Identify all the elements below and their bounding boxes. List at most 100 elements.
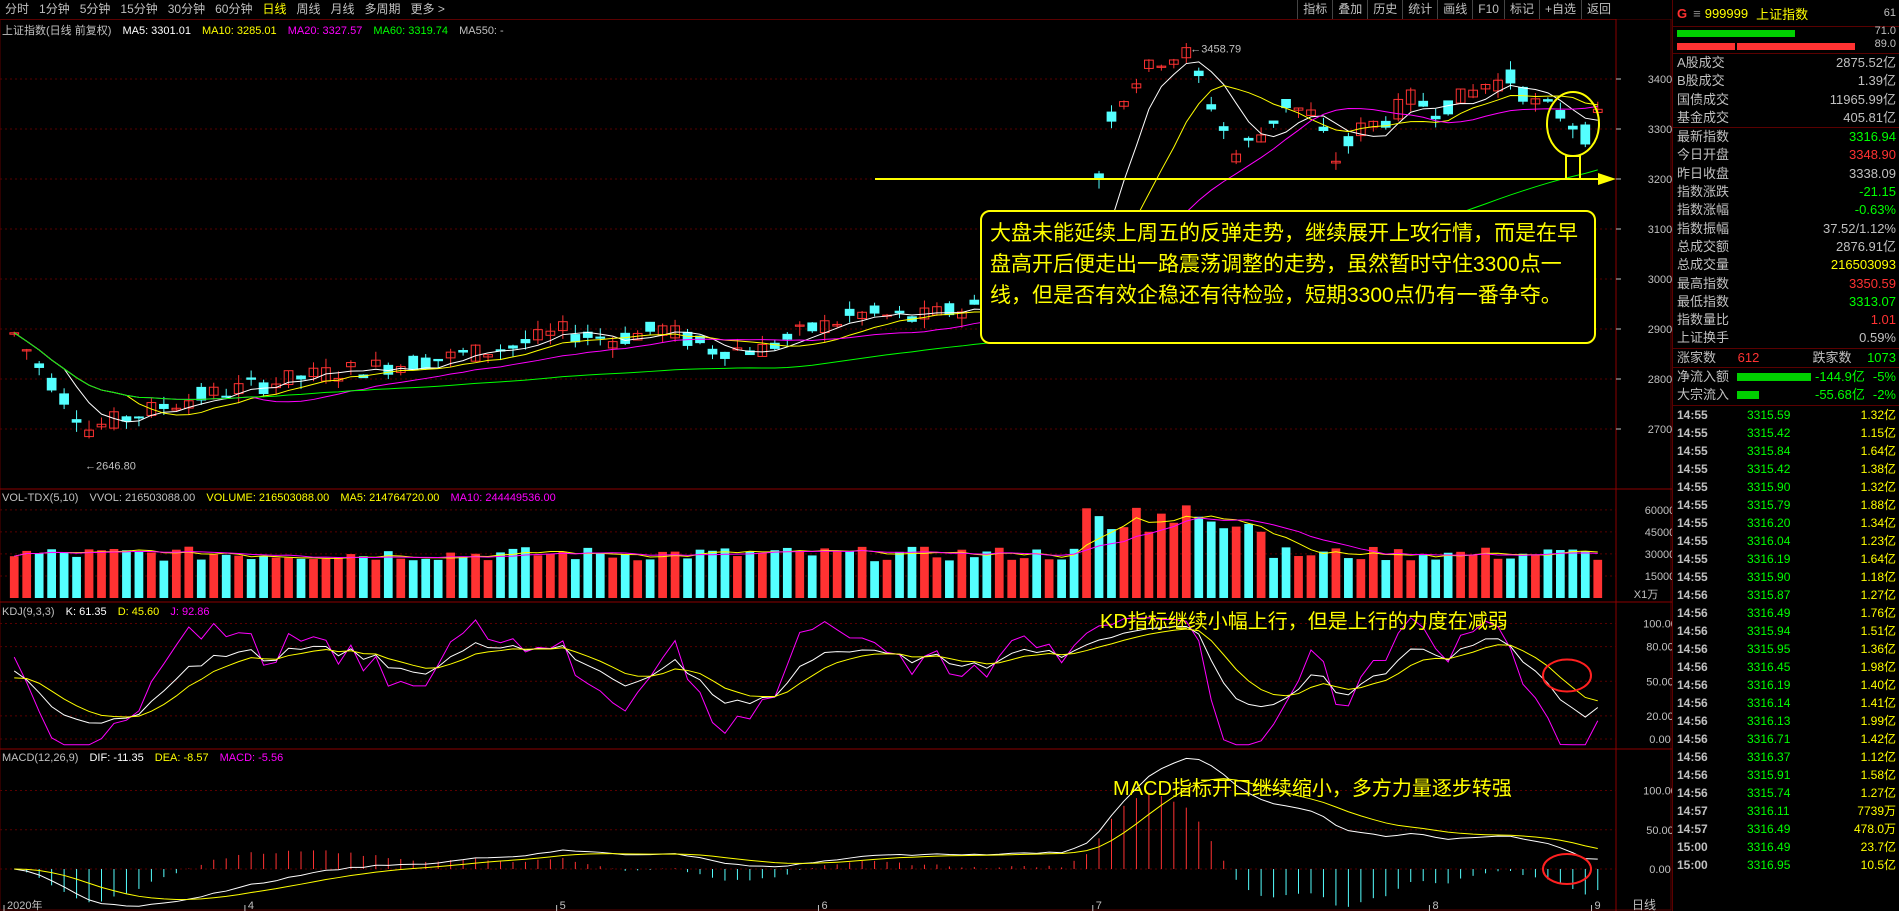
tick-price: 3316.19 [1747,677,1791,692]
tool-button-7[interactable]: +自选 [1538,0,1581,19]
timeframe-tab-1[interactable]: 1分钟 [39,2,70,16]
volume-bar [309,559,318,598]
volume-bar [782,547,792,598]
tick-row: 14:56 3316.45 1.98亿 [1673,658,1899,676]
candle-body [707,348,718,355]
tick-time: 14:56 [1677,767,1708,782]
tool-button-3[interactable]: 统计 [1402,0,1437,19]
tool-button-4[interactable]: 画线 [1437,0,1472,19]
volume-bar [1032,549,1042,598]
tool-button-2[interactable]: 历史 [1367,0,1402,19]
timeframe-tab-0[interactable]: 分时 [5,2,30,16]
tool-button-8[interactable]: 返回 [1580,0,1616,19]
candle-body [1530,98,1541,105]
pointer-stem [1565,155,1581,180]
quote-stats: A股成交 2875.52亿 B股成交 1.39亿 国债成交 11965.99亿 基金成交 40… [1673,53,1899,348]
ratio-bar-2: 89.0 [1673,38,1899,53]
volume-bar [845,550,855,598]
volume-bar [895,551,904,598]
volume-bar [1269,557,1278,598]
volume-bar [259,555,268,598]
timeframe-tab-7[interactable]: 周线 [296,2,321,16]
candle-body [844,308,855,316]
volume-bar [620,554,630,598]
volume-bar [122,550,131,598]
volume-bar [1057,559,1066,598]
tool-button-0[interactable]: 指标 [1297,0,1332,19]
tick-time: 14:56 [1677,605,1708,620]
tick-volume: 1.34亿 [1860,515,1896,530]
quote-key: 总成交额 [1677,238,1730,254]
tick-row: 14:56 3316.19 1.40亿 [1673,676,1899,694]
tick-volume: 1.99亿 [1860,713,1896,728]
candle-body [171,407,182,411]
volume-bar [795,550,805,598]
tool-button-1[interactable]: 叠加 [1332,0,1367,19]
candle-body [1343,136,1354,147]
corner-number: 61 [1883,7,1896,19]
timeframe-tab-10[interactable]: 更多 > [410,2,445,16]
tool-button-6[interactable]: 标记 [1503,0,1539,19]
ma10-label: MA10: 3285.01 [202,25,277,37]
timeframe-tab-3[interactable]: 15分钟 [120,2,158,16]
quote-value: 0.59% [1859,330,1896,346]
tick-time: 14:56 [1677,587,1708,602]
volume-ma20-line [14,517,1598,559]
market-badge: G [1677,5,1688,21]
candle-body [1281,99,1291,109]
candle-body [208,386,219,396]
timeframe-tab-2[interactable]: 5分钟 [79,2,111,16]
flow-key: 净流入额 [1677,369,1730,385]
quote-value: 3338.09 [1849,165,1896,181]
quote-row: 今日开盘 3348.90 [1673,146,1899,164]
volume-bar [645,559,655,598]
candle-body [296,375,306,380]
tick-volume: 23.7亿 [1860,839,1896,854]
menu-icon[interactable]: ≡ [1693,5,1701,21]
volume-bar [1406,560,1416,598]
price-tick-label: 3000 [1648,274,1672,286]
tick-price: 3316.04 [1747,533,1791,548]
kdj-j-line [13,617,1599,746]
timeframe-tab-8[interactable]: 月线 [330,2,355,16]
candle-body [308,367,319,378]
candle-body [1318,126,1329,132]
tick-volume: 1.15亿 [1860,425,1896,440]
volume-bar [221,554,231,598]
quote-value: 1.39亿 [1857,73,1896,89]
candle-body [1430,115,1441,120]
quote-key: 昨日收盘 [1677,165,1730,181]
tick-list[interactable]: 14:55 3315.59 1.32亿 14:55 3315.42 1.15亿 14:55 3… [1673,404,1899,874]
quote-row: 指数量比 1.01 [1673,311,1899,329]
timeframe-tab-5[interactable]: 60分钟 [215,2,253,16]
quote-row: 昨日收盘 3338.09 [1673,165,1899,183]
volume-bar [234,555,244,598]
candle-body [545,330,556,336]
tick-price: 3315.94 [1747,623,1791,638]
tool-button-5[interactable]: F10 [1472,0,1504,19]
tick-price: 3315.90 [1747,569,1791,584]
candle-body [1443,100,1454,115]
candle-body [183,400,194,409]
timeframe-tab-6[interactable]: 日线 [262,2,287,16]
tick-price: 3315.84 [1747,443,1791,458]
quote-value: 3348.90 [1849,147,1896,163]
kdj-j-label: J: 92.86 [170,606,210,618]
candle-body [533,329,543,341]
kdj-d-line [14,628,1598,718]
tick-row: 14:56 3316.37 1.12亿 [1673,748,1899,766]
volume-bar [1181,505,1191,598]
candle-body [1206,104,1217,110]
ratio-bar-2-value: 89.0 [1874,38,1896,50]
tick-row: 14:56 3315.95 1.36亿 [1673,640,1899,658]
timeframe-tab-4[interactable]: 30分钟 [167,2,206,16]
tick-row: 14:57 3316.49 478.0万 [1673,820,1899,838]
tick-time: 14:56 [1677,695,1708,710]
quote-row: 指数涨跌 -21.15 [1673,183,1899,201]
volume-bar [358,556,368,598]
tick-price: 3316.49 [1747,839,1791,854]
volume-bar [1069,548,1079,598]
candle-body [508,345,518,349]
tick-time: 14:56 [1677,641,1708,656]
timeframe-tab-9[interactable]: 多周期 [364,2,401,16]
